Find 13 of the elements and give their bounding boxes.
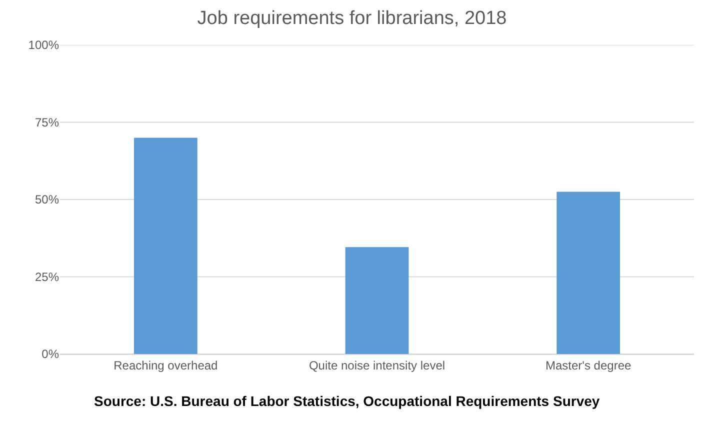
y-tick-label: 50%	[34, 192, 60, 207]
bar	[345, 247, 409, 354]
x-tick-label: Master's degree	[545, 358, 632, 372]
chart-title: Job requirements for librarians, 2018	[197, 8, 507, 29]
x-tick-label: Reaching overhead	[114, 358, 218, 372]
source-note: Source: U.S. Bureau of Labor Statistics, Occupational Requirements Survey	[94, 393, 600, 409]
y-tick-label: 25%	[34, 270, 60, 284]
x-tick-label: Quite noise intensity level	[308, 358, 446, 372]
y-tick-label: 0%	[42, 347, 60, 362]
y-tick-label: 75%	[34, 115, 60, 130]
bar	[134, 138, 198, 354]
bar	[556, 192, 620, 354]
y-tick-label: 100%	[28, 38, 60, 52]
